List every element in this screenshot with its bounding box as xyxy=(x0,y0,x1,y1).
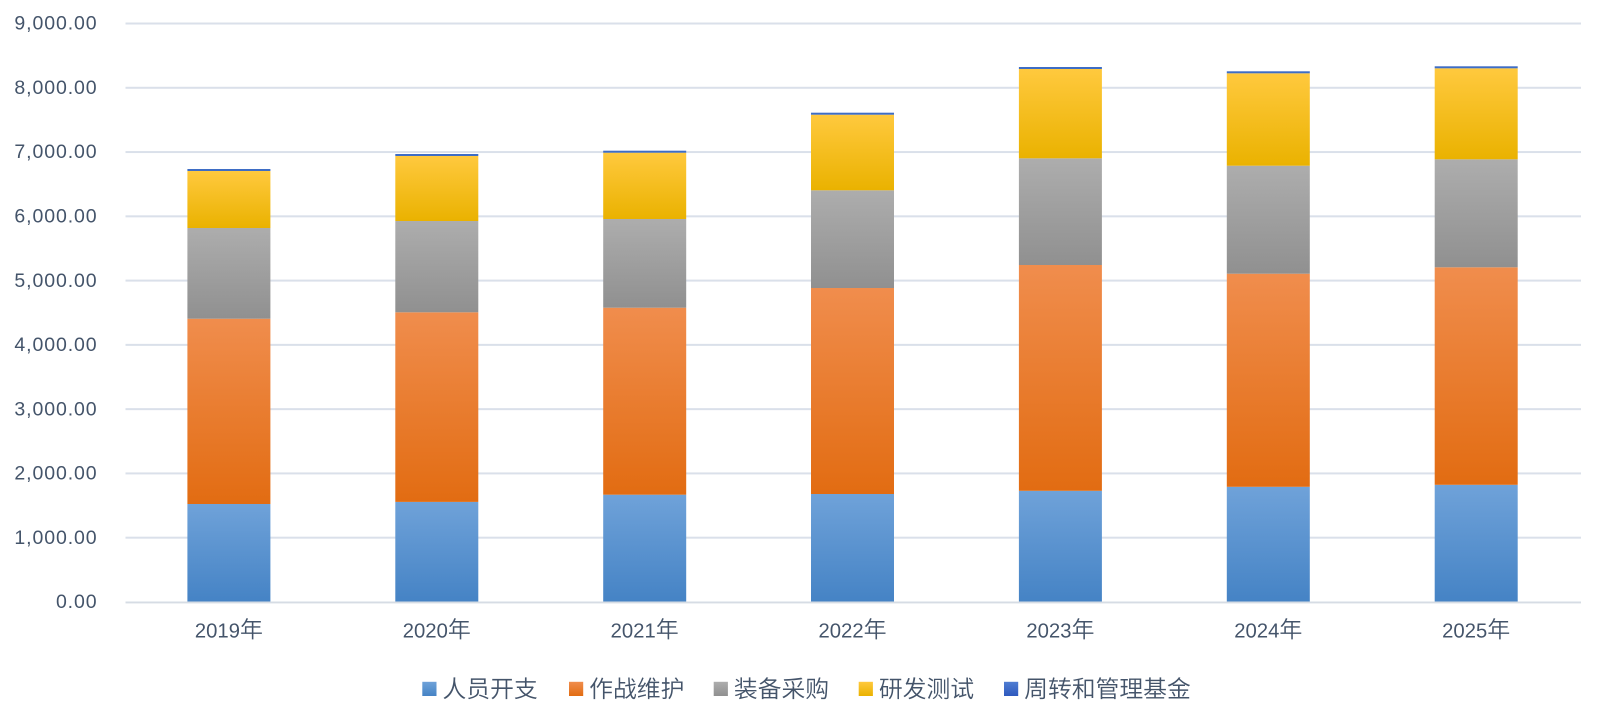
svg-text:8,000.00: 8,000.00 xyxy=(14,77,97,99)
svg-text:9,000.00: 9,000.00 xyxy=(14,13,97,35)
svg-text:6,000.00: 6,000.00 xyxy=(14,206,97,228)
svg-text:2,000.00: 2,000.00 xyxy=(14,463,97,485)
svg-text:0.00: 0.00 xyxy=(56,591,98,613)
svg-text:4,000.00: 4,000.00 xyxy=(14,334,97,356)
svg-text:1,000.00: 1,000.00 xyxy=(14,527,97,549)
svg-text:7,000.00: 7,000.00 xyxy=(14,141,97,163)
svg-text:3,000.00: 3,000.00 xyxy=(14,398,97,420)
svg-text:5,000.00: 5,000.00 xyxy=(14,270,97,292)
